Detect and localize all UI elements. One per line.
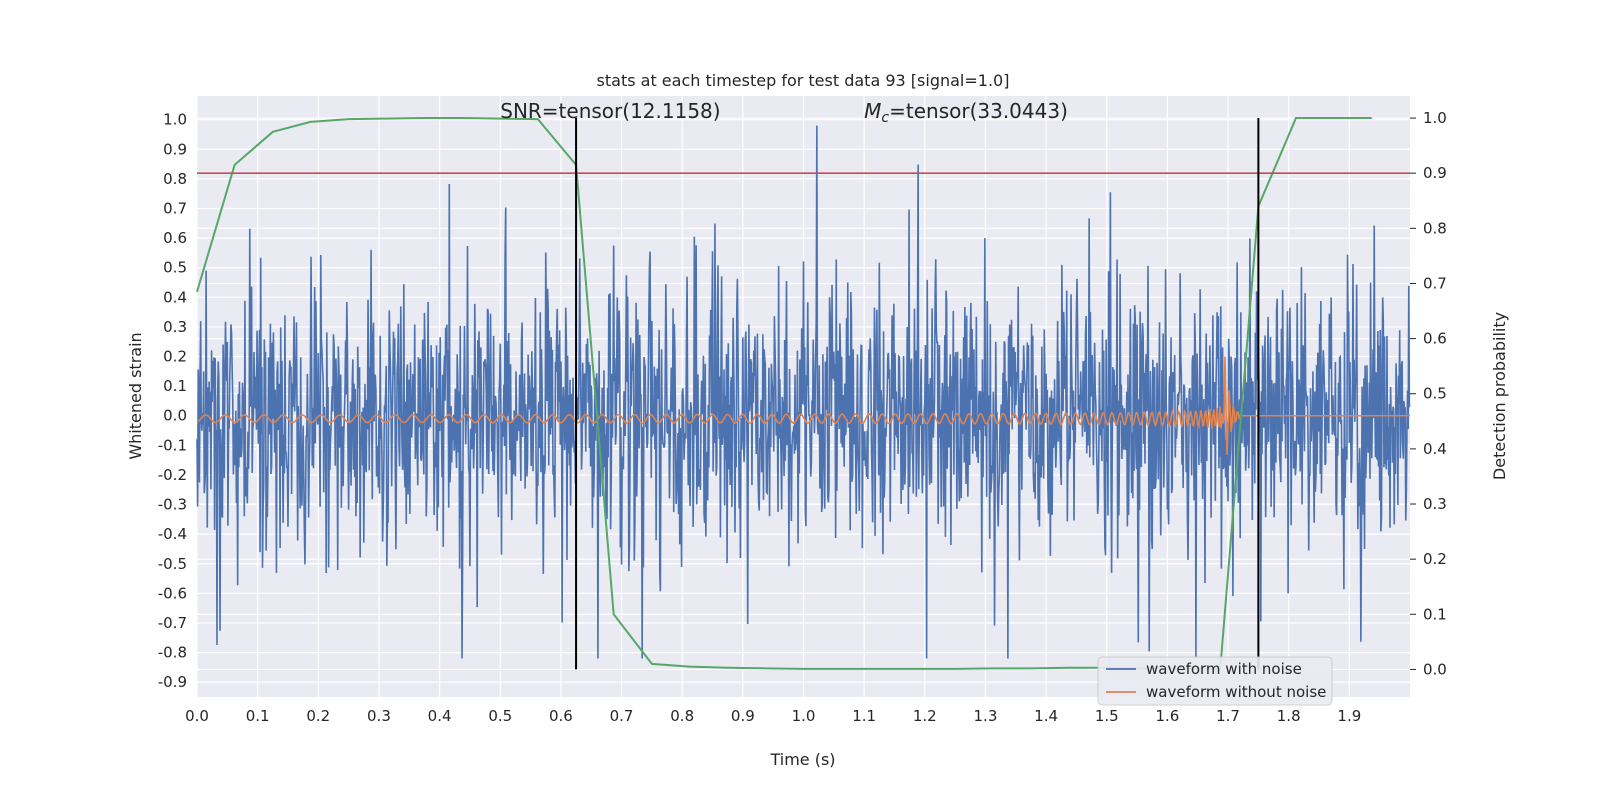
y-tick-label: -0.6 xyxy=(158,584,187,602)
x-tick-label: 1.1 xyxy=(852,707,876,725)
y-tick-label: 0.2 xyxy=(163,348,187,366)
x-tick-label: 0.0 xyxy=(185,707,209,725)
x-tick-label: 1.5 xyxy=(1095,707,1119,725)
x-tick-label: 1.6 xyxy=(1155,707,1179,725)
legend-label-clean: waveform without noise xyxy=(1146,683,1326,701)
y-tick-label: -0.5 xyxy=(158,555,187,573)
y2-tick-label: 0.4 xyxy=(1423,440,1447,458)
x-tick-label: 0.8 xyxy=(670,707,694,725)
x-tick-label: 1.4 xyxy=(1034,707,1058,725)
waveform-without-noise-series xyxy=(196,356,1410,456)
y2-tick-label: 0.3 xyxy=(1423,495,1447,513)
y2-tick-label: 0.9 xyxy=(1423,164,1447,182)
x-tick-label: 0.2 xyxy=(306,707,330,725)
x-axis-ticks: 0.0 0.1 0.2 0.3 0.4 0.5 0.6 0.7 0.8 0.9 1.0 1.1 1.2 1… xyxy=(185,707,1361,725)
chirp-mass-subscript: c xyxy=(881,110,889,126)
y-tick-label: 0.3 xyxy=(163,318,187,336)
x-tick-label: 1.2 xyxy=(913,707,937,725)
y-tick-label: -0.1 xyxy=(158,436,187,454)
chirp-mass-annotation: Mc=tensor(33.0443) xyxy=(864,99,1068,126)
y2-tick-label: 1.0 xyxy=(1423,109,1447,127)
x-tick-label: 0.1 xyxy=(246,707,270,725)
x-tick-label: 1.7 xyxy=(1216,707,1240,725)
y-axis-label: Whitened strain xyxy=(126,332,145,459)
y-tick-label: 0.4 xyxy=(163,288,187,306)
y-tick-label: 0.0 xyxy=(163,407,187,425)
y-tick-label: 0.5 xyxy=(163,259,187,277)
legend-label-noisy: waveform with noise xyxy=(1146,660,1302,678)
y-tick-label: -0.2 xyxy=(158,466,187,484)
x-tick-label: 0.3 xyxy=(367,707,391,725)
chirp-mass-symbol: M xyxy=(864,99,881,123)
y2-tick-label: 0.1 xyxy=(1423,605,1447,623)
y-tick-label: 0.8 xyxy=(163,170,187,188)
x-tick-label: 0.4 xyxy=(428,707,452,725)
x-tick-label: 0.9 xyxy=(731,707,755,725)
y-tick-label: 1.0 xyxy=(163,111,187,129)
legend-box xyxy=(1097,656,1333,706)
y-tick-label: -0.8 xyxy=(158,644,187,662)
y2-tick-label: 0.6 xyxy=(1423,330,1447,348)
x-tick-label: 1.0 xyxy=(792,707,816,725)
x-tick-label: 0.7 xyxy=(610,707,634,725)
x-tick-label: 1.3 xyxy=(974,707,998,725)
x-axis-label: Time (s) xyxy=(769,750,835,769)
y-tick-label: 0.9 xyxy=(163,140,187,158)
y-tick-label: -0.3 xyxy=(158,496,187,514)
y2-tick-label: 0.2 xyxy=(1423,550,1447,568)
y-tick-label: 0.1 xyxy=(163,377,187,395)
x-tick-label: 0.6 xyxy=(549,707,573,725)
x-tick-label: 1.8 xyxy=(1277,707,1301,725)
chart-title: stats at each timestep for test data 93 … xyxy=(597,71,1010,90)
y2-tick-label: 0.5 xyxy=(1423,385,1447,403)
y2-tick-label: 0.0 xyxy=(1423,660,1447,678)
y2-axis-ticks: 1.0 0.9 0.8 0.7 0.6 0.5 0.4 0.3 0.2 0.1 0.0 xyxy=(1410,109,1447,678)
waveform-with-noise-series xyxy=(196,125,1411,659)
x-tick-label: 1.9 xyxy=(1337,707,1361,725)
y-axis-ticks: 1.0 0.9 0.8 0.7 0.6 0.5 0.4 0.3 0.2 0.1 0.0 -0.1 -0.… xyxy=(158,111,187,692)
y-tick-label: 0.7 xyxy=(163,200,187,218)
y2-tick-label: 0.7 xyxy=(1423,274,1447,292)
x-tick-label: 0.5 xyxy=(488,707,512,725)
y2-axis-label: Detection probability xyxy=(1490,312,1509,480)
waveform-without-noise-line xyxy=(196,356,1410,456)
y-tick-label: -0.4 xyxy=(158,525,187,543)
marker-lines xyxy=(575,118,1260,670)
y-tick-label: 0.6 xyxy=(163,229,187,247)
y-tick-label: -0.9 xyxy=(158,673,187,691)
snr-annotation: SNR=tensor(12.1158) xyxy=(500,99,720,123)
y-tick-label: -0.7 xyxy=(158,614,187,632)
waveform-with-noise-line xyxy=(196,125,1411,659)
legend: waveform with noise waveform without noi… xyxy=(1097,656,1333,706)
y2-tick-label: 0.8 xyxy=(1423,219,1447,237)
chirp-mass-value: =tensor(33.0443) xyxy=(889,99,1068,123)
